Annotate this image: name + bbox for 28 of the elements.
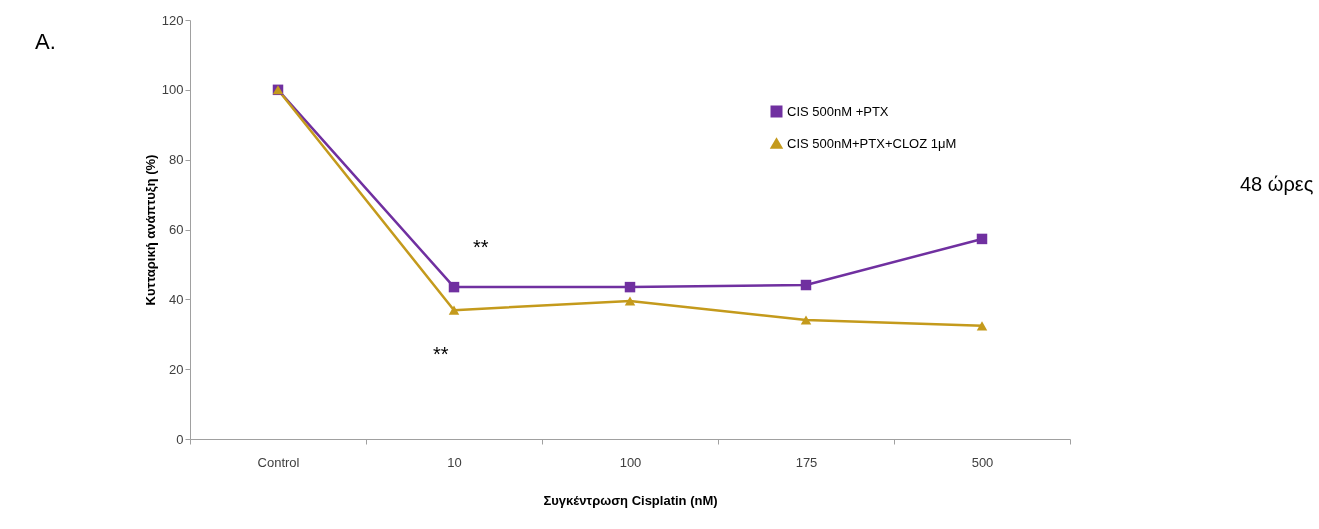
y-tick-label: 40 bbox=[169, 291, 184, 307]
point bbox=[624, 281, 636, 293]
point bbox=[800, 279, 812, 291]
x-tick-label: 175 bbox=[795, 454, 818, 470]
annotation: ** bbox=[433, 343, 449, 365]
legend-label: CIS 500nM +PTX bbox=[787, 103, 889, 119]
point bbox=[624, 296, 636, 306]
y-tick-label: 80 bbox=[169, 152, 184, 168]
y-tick-label: 100 bbox=[161, 82, 184, 98]
x-axis-title: Συγκέντρωση Cisplatin (nM) bbox=[543, 492, 718, 508]
y-tick-label: 20 bbox=[169, 361, 184, 377]
annotation: ** bbox=[473, 236, 489, 258]
x-tick-label: Control bbox=[257, 454, 300, 470]
legend-label: CIS 500nM+PTX+CLOZ 1μM bbox=[787, 135, 957, 151]
x-tick-label: 100 bbox=[619, 454, 642, 470]
y-tick-label: 0 bbox=[176, 431, 184, 447]
point bbox=[448, 281, 460, 293]
point bbox=[976, 233, 988, 245]
y-tick-label: 120 bbox=[161, 12, 184, 28]
text: A. bbox=[35, 29, 56, 54]
point bbox=[800, 315, 812, 325]
point bbox=[976, 321, 988, 331]
point bbox=[448, 305, 460, 315]
x-tick-label: 10 bbox=[447, 454, 462, 470]
y-tick-label: 60 bbox=[169, 222, 184, 237]
x-tick-label: 500 bbox=[971, 454, 994, 470]
y-axis-title: Κυτταρική ανάπτυξη (%) bbox=[142, 154, 158, 306]
text: 48 ώρες bbox=[1240, 173, 1314, 195]
